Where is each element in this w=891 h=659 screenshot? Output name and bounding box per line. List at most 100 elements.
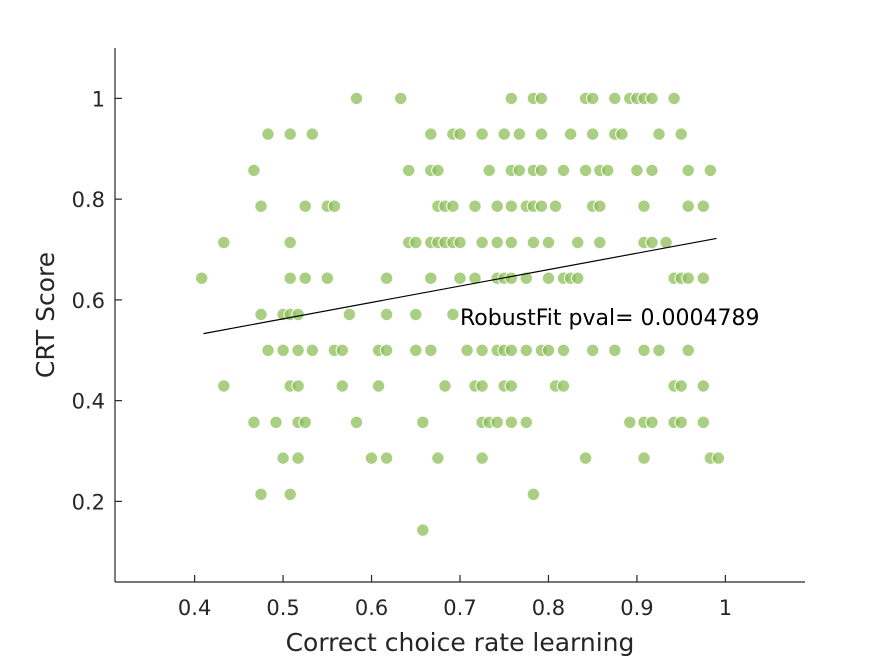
- data-point: [630, 163, 644, 178]
- data-point: [460, 343, 474, 357]
- data-point: [519, 271, 533, 285]
- x-tick-label: 1: [719, 596, 732, 620]
- data-point: [674, 415, 688, 429]
- data-point: [453, 271, 467, 285]
- data-point: [349, 415, 364, 429]
- data-point: [379, 343, 394, 357]
- data-point: [298, 199, 312, 213]
- fit-annotation: RobustFit pval= 0.0004789: [460, 306, 760, 331]
- data-point: [556, 379, 571, 393]
- data-point: [446, 307, 460, 322]
- data-point: [424, 271, 438, 285]
- data-point: [696, 199, 710, 213]
- data-point: [276, 343, 290, 357]
- data-point: [402, 163, 416, 178]
- data-point: [247, 163, 261, 178]
- data-point: [298, 415, 312, 429]
- data-point: [645, 235, 659, 250]
- data-points: [195, 91, 725, 537]
- data-point: [276, 451, 290, 465]
- x-axis-label: Correct choice rate learning: [286, 628, 635, 657]
- data-point: [659, 235, 673, 250]
- data-point: [504, 199, 518, 213]
- data-point: [512, 163, 526, 178]
- data-point: [453, 127, 467, 141]
- fit-line: [203, 237, 717, 335]
- data-point: [349, 91, 364, 106]
- data-point: [637, 451, 651, 465]
- data-point: [247, 415, 261, 429]
- data-point: [504, 343, 518, 357]
- data-point: [291, 379, 305, 393]
- data-point: [409, 307, 423, 322]
- data-point: [526, 235, 541, 250]
- data-point: [261, 127, 275, 141]
- y-tick-label: 1: [92, 87, 105, 111]
- data-point: [482, 163, 496, 178]
- data-point: [416, 523, 430, 537]
- x-axis-ticks: 0.4 0.5 0.6 0.7 0.8 0.9 1: [178, 575, 732, 620]
- data-point: [526, 487, 541, 501]
- data-point: [519, 415, 533, 429]
- data-point: [541, 343, 556, 357]
- data-point: [320, 271, 334, 285]
- data-point: [556, 343, 571, 357]
- data-point: [283, 271, 297, 285]
- data-point: [342, 307, 357, 322]
- data-point: [504, 271, 518, 285]
- data-point: [681, 199, 695, 213]
- data-point: [504, 415, 518, 429]
- data-point: [254, 307, 268, 322]
- data-point: [305, 127, 319, 141]
- data-point: [291, 343, 305, 357]
- data-point: [305, 343, 319, 357]
- data-point: [696, 271, 710, 285]
- data-point: [578, 163, 593, 178]
- y-axis-ticks: 0.2 0.4 0.6 0.8 1: [72, 87, 122, 514]
- data-point: [645, 415, 659, 429]
- x-tick-label: 0.6: [355, 596, 388, 620]
- data-point: [497, 127, 511, 141]
- data-point: [283, 127, 297, 141]
- data-point: [681, 343, 695, 357]
- data-point: [534, 91, 549, 106]
- data-point: [431, 451, 445, 465]
- data-point: [379, 307, 394, 322]
- data-point: [438, 379, 452, 393]
- data-point: [424, 343, 438, 357]
- y-tick-label: 0.4: [72, 390, 105, 414]
- data-point: [623, 415, 637, 429]
- data-point: [379, 451, 394, 465]
- data-point: [468, 199, 482, 213]
- y-tick-label: 0.2: [72, 490, 105, 514]
- data-point: [327, 199, 342, 213]
- data-point: [409, 343, 423, 357]
- data-point: [371, 379, 386, 393]
- data-point: [541, 271, 556, 285]
- data-point: [586, 343, 600, 357]
- data-point: [490, 235, 504, 250]
- x-tick-label: 0.8: [532, 596, 565, 620]
- data-point: [541, 235, 556, 250]
- data-point: [335, 379, 349, 393]
- data-point: [652, 127, 666, 141]
- data-point: [681, 271, 695, 285]
- data-point: [416, 415, 430, 429]
- data-point: [490, 415, 504, 429]
- data-point: [571, 235, 585, 250]
- data-point: [593, 199, 607, 213]
- data-point: [269, 415, 283, 429]
- data-point: [534, 199, 549, 213]
- y-axis-label: CRT Score: [31, 252, 60, 378]
- data-point: [711, 451, 725, 465]
- data-point: [608, 343, 622, 357]
- data-point: [667, 91, 681, 106]
- data-point: [593, 235, 607, 250]
- data-point: [504, 91, 518, 106]
- data-point: [446, 199, 460, 213]
- data-point: [283, 487, 297, 501]
- x-tick-label: 0.4: [178, 596, 211, 620]
- data-point: [475, 343, 489, 357]
- data-point: [681, 163, 695, 178]
- data-point: [615, 127, 629, 141]
